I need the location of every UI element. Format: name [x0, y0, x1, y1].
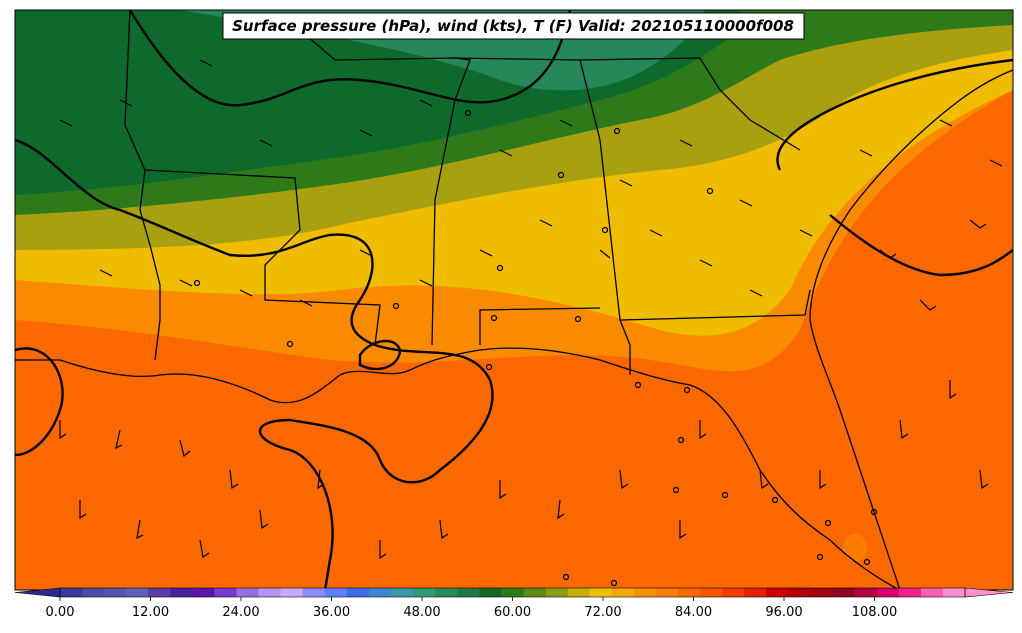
- colorbar-cell: [104, 588, 127, 597]
- colorbar-cell: [60, 588, 83, 597]
- colorbar-tick-label: 12.00: [132, 605, 169, 620]
- lake-okeechobee: [843, 534, 867, 562]
- colorbar-cell: [942, 588, 966, 597]
- colorbar-cell: [523, 588, 547, 597]
- colorbar-tick-label: 60.00: [494, 605, 531, 620]
- colorbar-cell: [391, 588, 414, 597]
- calm-wind-markers: [193, 109, 878, 587]
- map-panel: [14, 9, 1014, 591]
- colorbar-cell: [744, 588, 767, 597]
- colorbar-cell: [479, 588, 502, 597]
- colorbar-cell: [369, 588, 392, 597]
- colorbar-cell: [413, 588, 436, 597]
- colorbar-cell: [435, 588, 458, 597]
- boundaries: [15, 10, 1013, 590]
- colorbar-tick-label: 48.00: [403, 605, 440, 620]
- colorbar-cell: [567, 588, 591, 597]
- colorbar-cell: [920, 588, 944, 597]
- colorbar-tick-label: 108.00: [852, 605, 898, 620]
- title-box: Surface pressure (hPa), wind (kts), T (F…: [222, 12, 805, 40]
- colorbar-cell: [700, 588, 723, 597]
- colorbar-cell: [214, 588, 238, 597]
- colorbar-cell: [126, 588, 149, 597]
- colorbar-cell: [898, 588, 922, 597]
- isobars: [15, 10, 1013, 590]
- colorbar-cell: [457, 588, 480, 597]
- colorbar-cell: [611, 588, 635, 597]
- colorbar-cell: [346, 588, 370, 597]
- colorbar-cell: [302, 588, 326, 597]
- colorbar-tick-label: 84.00: [675, 605, 712, 620]
- colorbar-tick-label: 0.00: [46, 605, 75, 620]
- colorbar-cell: [655, 588, 679, 597]
- colorbar-cell: [236, 588, 260, 597]
- colorbar-cell: [170, 588, 193, 597]
- colorbar-cell: [876, 588, 900, 597]
- colorbar-cell: [501, 588, 525, 597]
- colorbar-cell: [633, 588, 657, 597]
- colorbar-cell: [545, 588, 569, 597]
- wind-barbs: [59, 59, 1003, 560]
- colorbar-cell: [258, 588, 282, 597]
- colorbar-cell: [832, 588, 856, 597]
- colorbar-cell: [192, 588, 216, 597]
- colorbar-tick-label: 24.00: [222, 605, 259, 620]
- colorbar-cell: [788, 588, 811, 597]
- colorbar: 0.00 12.00 24.00 36.00 48.00 60.00 72.00 84.00 9…: [14, 587, 1014, 620]
- colorbar-cell: [678, 588, 701, 597]
- colorbar-cell: [589, 588, 613, 597]
- colorbar-cell: [324, 588, 348, 597]
- colorbar-cell: [810, 588, 834, 597]
- colorbar-cell: [766, 588, 789, 597]
- map-title: Surface pressure (hPa), wind (kts), T (F…: [232, 17, 794, 35]
- colorbar-tick-label: 96.00: [765, 605, 802, 620]
- colorbar-cell: [148, 588, 171, 597]
- colorbar-cell: [280, 588, 304, 597]
- colorbar-cell: [82, 588, 105, 597]
- colorbar-cell: [854, 588, 878, 597]
- colorbar-cell: [722, 588, 745, 597]
- colorbar-tick-label: 72.00: [584, 605, 621, 620]
- colorbar-tick-label: 36.00: [313, 605, 350, 620]
